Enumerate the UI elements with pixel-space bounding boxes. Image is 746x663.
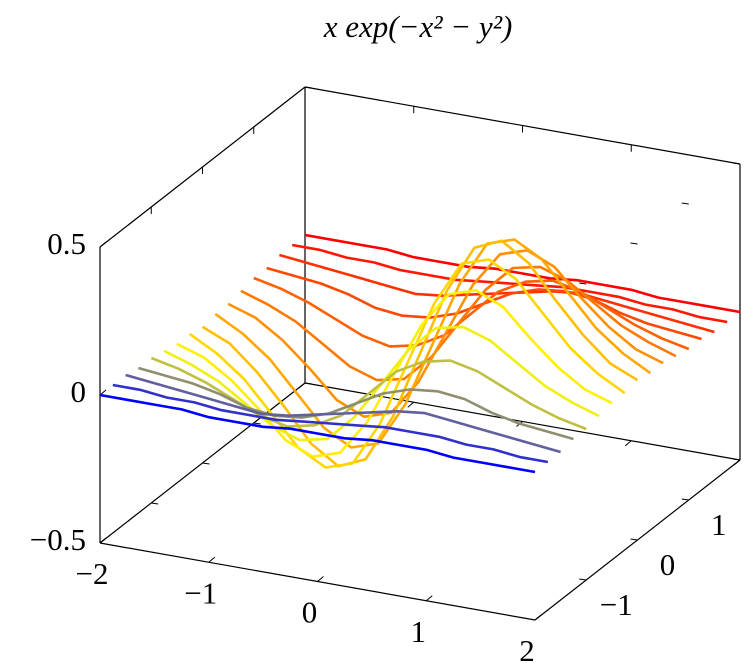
chart-title: x exp(−x² − y²) [323, 9, 513, 44]
tick-mark [151, 502, 159, 505]
surface-line [291, 243, 728, 324]
tick-mark [579, 578, 587, 581]
tick-mark [298, 382, 306, 389]
surface-line [227, 249, 664, 418]
tick-mark [681, 498, 689, 501]
x-tick-label: −1 [184, 575, 217, 610]
tick-mark [732, 458, 741, 461]
y-tick-label: 0 [660, 547, 676, 582]
tick-mark [732, 162, 741, 165]
tick-mark [407, 401, 415, 408]
tick-mark [681, 202, 689, 205]
surface-line [150, 356, 587, 431]
tick-mark [99, 241, 107, 248]
surface-line [112, 383, 549, 464]
x-tick-label: −2 [76, 556, 109, 591]
x-tick-label: 1 [411, 614, 427, 649]
tick-mark [630, 242, 638, 245]
x-tick-label: 0 [302, 595, 318, 630]
surface-line [240, 265, 677, 382]
tick-mark [304, 382, 313, 385]
tick-mark [208, 556, 216, 563]
tick-mark [317, 576, 324, 582]
tick-mark [579, 282, 587, 285]
surface-line [304, 233, 741, 314]
tick-mark [624, 440, 632, 447]
y-tick-label: 1 [711, 507, 727, 542]
z-tick-label: 0 [71, 374, 87, 409]
surface-line [201, 239, 639, 468]
tick-mark [304, 86, 313, 89]
tick-mark [202, 462, 210, 465]
surface-line [253, 276, 690, 351]
tick-mark [630, 538, 638, 541]
tick-mark [733, 459, 741, 466]
tick-mark [253, 422, 261, 425]
surface-line [125, 373, 561, 454]
tick-mark [425, 595, 433, 602]
surface-line [99, 393, 536, 474]
z-tick-label: −0.5 [30, 522, 86, 557]
surface-line [214, 238, 652, 449]
surface-line [138, 366, 574, 441]
y-tick-label: −1 [600, 587, 633, 622]
surface-line [188, 258, 626, 469]
x-tick-label: 2 [519, 633, 535, 663]
tick-mark [534, 614, 542, 621]
tick-mark [99, 537, 107, 544]
z-tick-label: 0.5 [47, 226, 86, 261]
